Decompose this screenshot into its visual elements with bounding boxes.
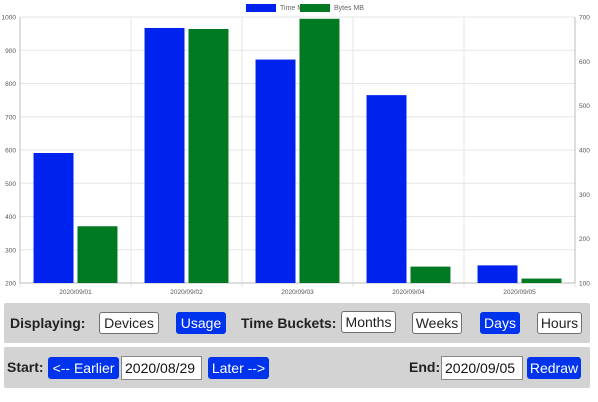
bar-bytes-mb: [410, 266, 451, 283]
start-label: Start:: [7, 359, 44, 375]
usage-button[interactable]: Usage: [176, 312, 226, 334]
y-left-tick-label: 900: [5, 48, 16, 55]
redraw-button[interactable]: Redraw: [527, 357, 581, 379]
devices-button[interactable]: Devices: [99, 312, 159, 334]
bar-time-min: [255, 59, 296, 284]
days-button[interactable]: Days: [480, 312, 520, 334]
months-button[interactable]: Months: [341, 311, 396, 333]
displaying-label: Displaying:: [10, 315, 86, 331]
usage-chart: 200 300 400 500 600 700 800 900 1000 100 200 300 400…: [2, 4, 591, 297]
x-tick-label: 2020/09/03: [281, 289, 314, 296]
earlier-button[interactable]: <-- Earlier: [48, 357, 119, 379]
bar-time-min: [33, 152, 74, 283]
x-tick-label: 2020/09/02: [170, 289, 203, 296]
display-options-panel: Displaying: Devices Usage Time Buckets: …: [4, 303, 590, 343]
time-buckets-label: Time Buckets:: [241, 315, 337, 331]
y-left-tick-label: 600: [5, 148, 16, 155]
later-button[interactable]: Later -->: [208, 357, 269, 379]
bar-time-min: [477, 265, 518, 283]
x-tick-label: 2020/09/05: [503, 289, 536, 296]
y-right-tick-label: 700: [579, 15, 590, 22]
y-right-tick-label: 200: [579, 236, 590, 243]
date-navigation-panel: Start: <-- Earlier 2020/08/29 Later --> …: [4, 347, 590, 388]
y-left-tick-label: 1000: [2, 15, 17, 22]
legend-swatch-bytes-mb: [300, 4, 330, 12]
bar-bytes-mb: [77, 226, 118, 283]
y-left-tick-label: 200: [5, 281, 16, 288]
bar-time-min: [144, 27, 185, 283]
bar-time-min: [366, 95, 407, 283]
y-right-tick-label: 400: [579, 148, 590, 155]
legend-label-time-min: Time Min: [280, 4, 309, 12]
y-left-tick-label: 400: [5, 214, 16, 221]
y-left-tick-label: 500: [5, 181, 16, 188]
legend-swatch-time-min: [246, 4, 276, 12]
y-right-tick-label: 500: [579, 103, 590, 110]
weeks-button[interactable]: Weeks: [412, 312, 462, 334]
x-tick-label: 2020/09/01: [59, 289, 92, 296]
y-left-tick-label: 700: [5, 114, 16, 121]
end-date-input[interactable]: 2020/09/05: [441, 356, 523, 380]
legend-item-bytes-mb[interactable]: Bytes MB: [300, 4, 364, 12]
x-tick-label: 2020/09/04: [392, 289, 425, 296]
y-left-tick-label: 300: [5, 247, 16, 254]
y-right-tick-label: 100: [579, 281, 590, 288]
y-left-tick-label: 800: [5, 81, 16, 88]
legend-label-bytes-mb: Bytes MB: [334, 4, 364, 12]
bar-bytes-mb: [299, 18, 340, 283]
bar-bytes-mb: [188, 28, 229, 283]
legend-item-time-min[interactable]: Time Min: [246, 4, 309, 12]
end-label: End:: [409, 359, 441, 375]
bar-bytes-mb: [521, 278, 562, 283]
y-right-tick-label: 300: [579, 192, 590, 199]
usage-bar-chart: 200 300 400 500 600 700 800 900 1000 100 200 300 400…: [2, 15, 591, 297]
hours-button[interactable]: Hours: [537, 312, 582, 334]
start-date-input[interactable]: 2020/08/29: [121, 356, 202, 380]
y-right-tick-label: 600: [579, 59, 590, 66]
